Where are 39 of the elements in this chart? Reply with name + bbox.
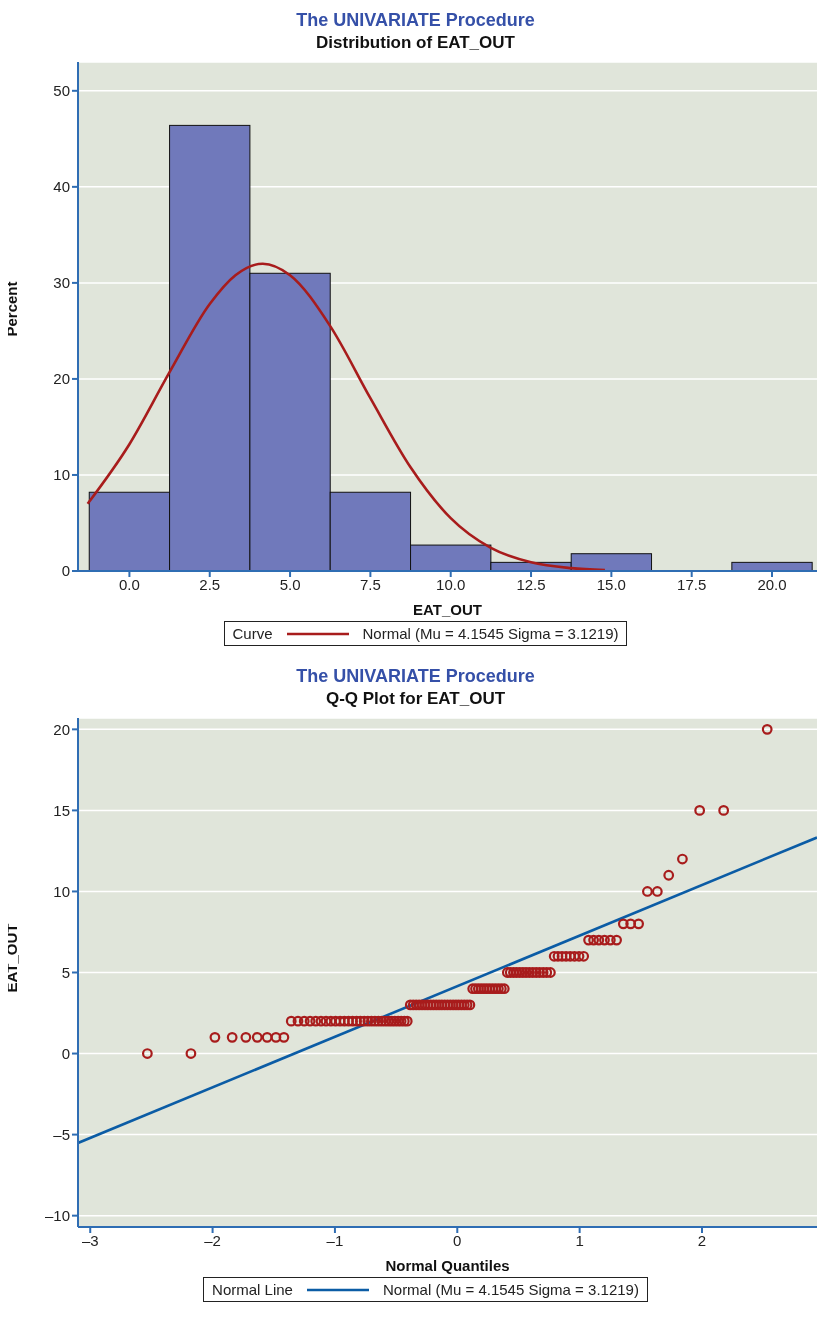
- x-tick-label: 7.5: [359, 575, 381, 593]
- chart-subtitle: Distribution of EAT_OUT: [315, 32, 516, 54]
- legend-label: Normal (Mu = 4.1545 Sigma = 3.1219): [362, 625, 619, 642]
- x-tick-label: 0: [453, 1231, 462, 1249]
- chart-title: The UNIVARIATE Procedure: [295, 665, 536, 688]
- y-tick-label: 10: [53, 466, 70, 484]
- x-tick-label: –3: [81, 1231, 99, 1249]
- y-tick-label: 10: [53, 882, 70, 900]
- y-tick-label: 50: [53, 82, 70, 100]
- x-tick-label: 2.5: [199, 575, 221, 593]
- x-tick-label: 17.5: [677, 575, 707, 593]
- y-tick-label: –10: [44, 1206, 70, 1224]
- y-tick-label: –5: [53, 1125, 70, 1143]
- y-tick-label: 20: [53, 720, 70, 738]
- legend-title: Curve: [232, 625, 273, 642]
- x-tick-label: 0.0: [118, 575, 140, 593]
- x-tick-label: –2: [204, 1231, 221, 1249]
- line-series: [86, 262, 607, 571]
- x-axis-title: EAT_OUT: [413, 601, 482, 618]
- y-tick-label: 0: [61, 562, 70, 580]
- legend-title: Normal Line: [212, 1281, 293, 1298]
- x-tick-label: 5.0: [279, 575, 301, 593]
- chart-title: The UNIVARIATE Procedure: [295, 9, 536, 32]
- legend-label: Normal (Mu = 4.1545 Sigma = 3.1219): [382, 1281, 639, 1298]
- chart-subtitle: Q-Q Plot for EAT_OUT: [324, 688, 507, 710]
- x-tick-label: –1: [326, 1231, 344, 1249]
- x-tick-label: 15.0: [596, 575, 626, 593]
- y-tick-label: 0: [61, 1044, 70, 1062]
- y-tick-label: 30: [53, 274, 70, 292]
- x-axis-title: Normal Quantiles: [385, 1257, 510, 1274]
- x-tick-label: 10.0: [436, 575, 466, 593]
- y-tick-label: 40: [53, 178, 70, 196]
- x-tick-label: 12.5: [516, 575, 546, 593]
- y-tick-label: 15: [53, 801, 70, 819]
- x-tick-label: 2: [697, 1231, 707, 1249]
- y-tick-label: 20: [53, 370, 70, 388]
- x-tick-label: 20.0: [757, 575, 787, 593]
- x-tick-label: 1: [575, 1231, 584, 1249]
- y-tick-label: 5: [61, 963, 70, 981]
